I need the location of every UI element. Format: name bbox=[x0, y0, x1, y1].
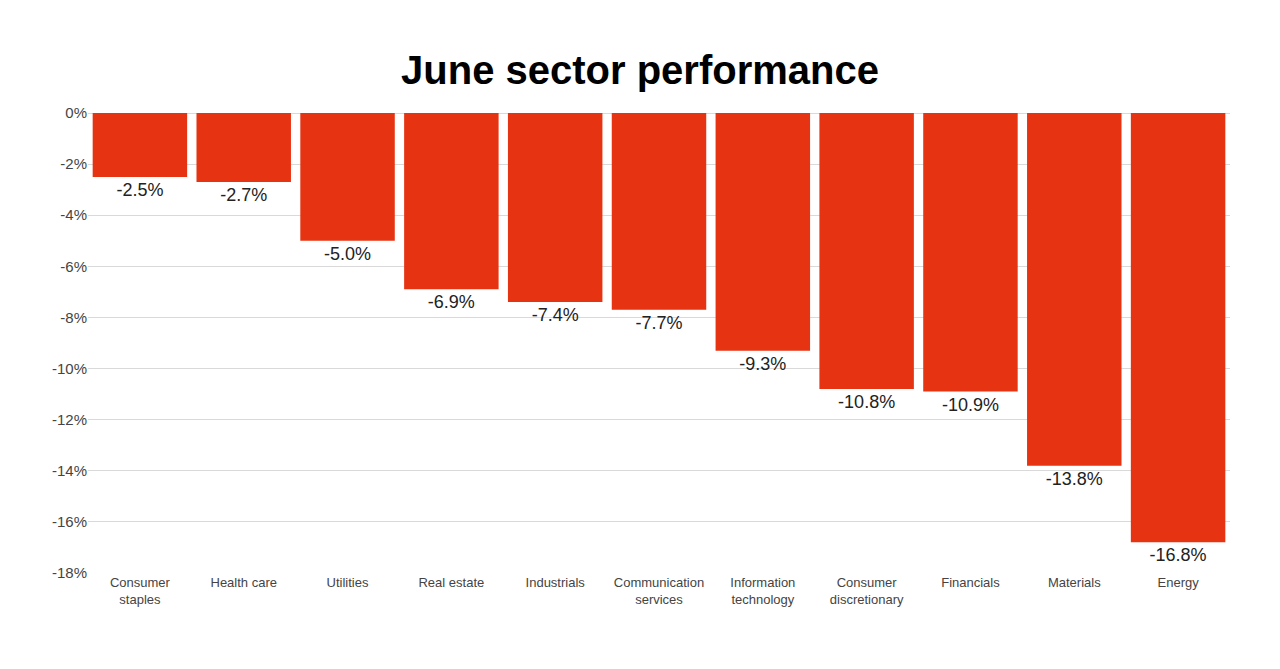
svg-text:-12%: -12% bbox=[52, 411, 87, 428]
svg-text:Energy: Energy bbox=[1157, 575, 1199, 590]
svg-text:Materials: Materials bbox=[1048, 575, 1101, 590]
svg-text:-10.9%: -10.9% bbox=[942, 395, 999, 415]
svg-text:-16.8%: -16.8% bbox=[1150, 545, 1207, 565]
svg-text:Consumerdiscretionary: Consumerdiscretionary bbox=[830, 575, 904, 607]
svg-text:-13.8%: -13.8% bbox=[1046, 469, 1103, 489]
svg-text:-18%: -18% bbox=[52, 564, 87, 581]
svg-text:-2.7%: -2.7% bbox=[220, 185, 267, 205]
svg-text:Financials: Financials bbox=[941, 575, 1000, 590]
svg-text:June sector performance: June sector performance bbox=[401, 48, 879, 92]
svg-text:Industrials: Industrials bbox=[526, 575, 586, 590]
svg-text:Informationtechnology: Informationtechnology bbox=[730, 575, 795, 607]
svg-text:Communicationservices: Communicationservices bbox=[614, 575, 704, 607]
svg-text:Consumerstaples: Consumerstaples bbox=[110, 575, 171, 607]
svg-text:-2.5%: -2.5% bbox=[116, 180, 163, 200]
svg-text:-7.4%: -7.4% bbox=[532, 305, 579, 325]
svg-text:-6%: -6% bbox=[60, 258, 87, 275]
svg-text:Utilities: Utilities bbox=[327, 575, 369, 590]
svg-text:-6.9%: -6.9% bbox=[428, 292, 475, 312]
svg-text:-10.8%: -10.8% bbox=[838, 392, 895, 412]
svg-text:-2%: -2% bbox=[60, 155, 87, 172]
svg-text:Real estate: Real estate bbox=[418, 575, 484, 590]
svg-text:-5.0%: -5.0% bbox=[324, 244, 371, 264]
svg-text:-10%: -10% bbox=[52, 360, 87, 377]
svg-text:-16%: -16% bbox=[52, 513, 87, 530]
svg-text:-8%: -8% bbox=[60, 309, 87, 326]
svg-text:-9.3%: -9.3% bbox=[739, 354, 786, 374]
svg-text:-4%: -4% bbox=[60, 206, 87, 223]
svg-text:0%: 0% bbox=[65, 104, 87, 121]
svg-text:Health care: Health care bbox=[210, 575, 276, 590]
svg-text:-7.7%: -7.7% bbox=[635, 313, 682, 333]
svg-text:-14%: -14% bbox=[52, 462, 87, 479]
